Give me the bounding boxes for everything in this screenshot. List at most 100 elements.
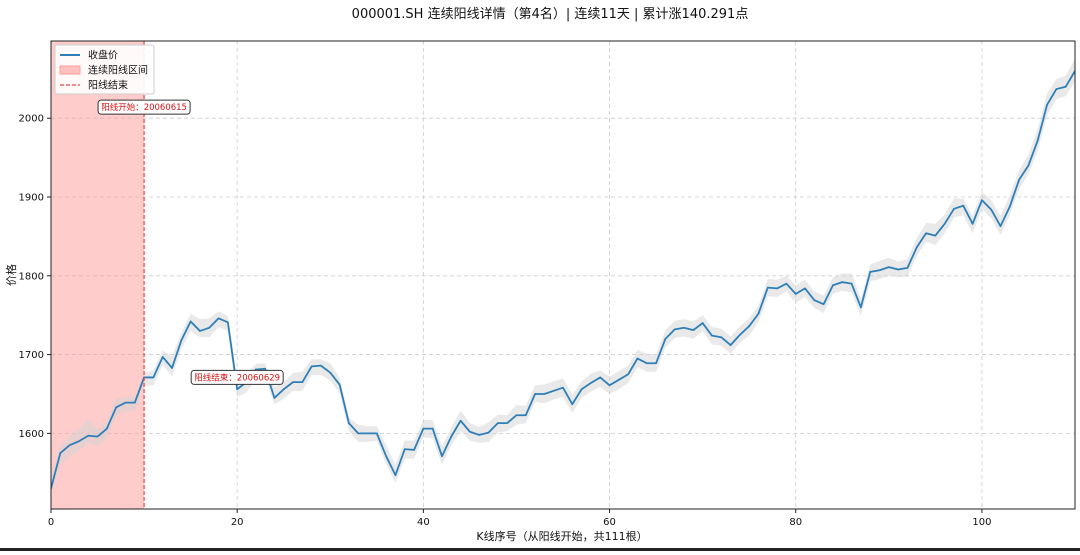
bottom-rule [0,548,1080,551]
close-price-point [506,422,508,424]
legend-label: 收盘价 [88,49,118,62]
close-price-point [515,414,518,417]
close-price-point [692,329,695,331]
x-axis-label: K线序号（从阳线开始，共111根） [476,529,647,543]
close-price-point [618,378,620,381]
close-price-point [413,449,415,451]
x-tick-label: 60 [603,517,616,528]
close-price-point [1009,205,1011,208]
close-price-point [785,282,788,285]
y-axis-ticks: 1600 1700 1800 1900 2000 [19,114,51,440]
y-tick-label: 1900 [19,193,44,204]
close-price-point [329,371,332,374]
close-price-point [357,432,360,435]
y-tick-label: 1700 [19,350,44,361]
close-price-points [51,70,1075,490]
close-price-point [971,222,974,225]
close-price-point [236,388,238,391]
close-price-point [1018,178,1020,181]
close-price-point [860,306,862,309]
y-tick-label: 1800 [19,271,44,282]
close-price-point [739,334,741,336]
close-price-point [403,448,406,450]
legend-label: 阳线结束 [88,79,128,92]
close-price-point [804,287,806,290]
close-price-point [441,455,443,458]
close-price-point [273,397,276,399]
legend-label: 连续阳线区间 [88,64,148,77]
close-price-point [748,325,750,328]
close-price-point [1055,88,1058,90]
close-price-point [115,406,117,409]
close-price-point [832,284,834,287]
chart-title: 000001.SH 连续阳线详情（第4名）| 连续11天 | 累计涨140.29… [352,6,749,22]
close-price-point [459,419,462,422]
high-low-band [51,59,1075,492]
close-price-point [394,474,397,476]
close-price-point [133,401,136,404]
close-price-point [310,365,313,368]
close-price-point [87,434,90,437]
close-price-point [487,431,490,434]
close-price-point [217,317,220,320]
close-price-point [1027,164,1030,167]
close-price-point [189,320,192,323]
x-tick-label: 40 [417,517,430,528]
close-price-point [841,281,844,283]
x-tick-label: 20 [231,517,244,528]
annotation-box [190,369,284,385]
close-price-point [683,326,685,329]
close-price-point [1036,139,1039,142]
close-price-point [645,362,648,365]
close-price-point [590,382,592,384]
close-price-point [124,401,127,404]
close-price-point [757,312,760,315]
close-price-point [850,282,853,285]
close-price-point [180,339,183,342]
close-price-point [655,362,657,365]
close-price-point [478,434,481,436]
close-price-point [627,373,629,376]
annotation-end: 阳线结束：20060629 [190,369,284,385]
close-price-point [96,435,99,438]
close-price-point [552,390,555,392]
close-price-point [385,455,387,458]
close-price-point [897,268,899,271]
annotation-start: 阳线开始：20060615 [97,99,191,115]
close-price-point [282,388,285,391]
close-price-point [161,356,164,358]
close-price-point [822,303,825,305]
close-price-point [1046,104,1048,106]
close-price-point [981,199,983,201]
close-price-point [580,388,583,391]
close-price-point [915,246,918,249]
close-price-point [68,444,71,446]
close-price-point [450,435,453,438]
close-price-point [106,427,108,430]
close-price-point [431,427,434,430]
close-price-point [348,422,350,424]
x-tick-label: 0 [48,517,54,528]
legend-box [54,44,155,95]
axes-frame [50,40,1076,510]
close-price-point [376,432,378,435]
close-price-point [208,326,211,329]
close-price-point [673,328,676,331]
x-tick-label: 100 [972,517,991,528]
close-price-point [497,422,499,424]
y-tick-label: 1600 [19,429,44,440]
close-price-point [562,386,564,389]
y-tick-label: 2000 [19,114,44,125]
close-price-point [171,367,173,369]
close-price-point [794,293,797,295]
close-price-point [59,452,62,454]
close-price-point [199,330,201,332]
close-price-point [366,432,369,435]
close-price-point [711,334,713,337]
close-price-point [943,222,946,225]
annotation-text: 阳线开始：20060615 [101,102,187,113]
close-price-point [599,376,602,379]
close-price-point [729,344,732,346]
